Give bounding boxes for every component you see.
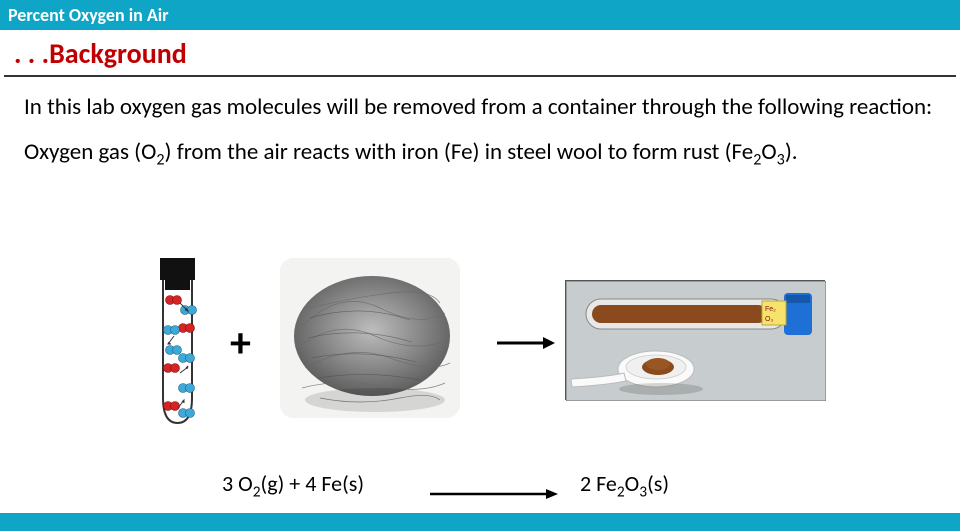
eq-fe2-a: 2 Fe: [580, 470, 617, 497]
p2-part-d: ).: [785, 138, 798, 166]
plus-icon: +: [230, 318, 251, 369]
equation-arrow-icon: [428, 480, 558, 507]
eq-state: (s): [647, 470, 669, 497]
p2-sub-o3: 3: [777, 150, 785, 169]
paragraph-1: In this lab oxygen gas molecules will be…: [0, 77, 960, 122]
equation-reactants: 3 O2(g) + 4 Fe(s): [222, 470, 364, 501]
p2-part-b: ) from the air reacts with iron (Fe) in …: [165, 138, 754, 166]
equation-products: 2 Fe2O3(s): [580, 470, 669, 501]
steelwool-icon: [280, 258, 460, 418]
reaction-diagram: +: [0, 258, 960, 438]
eq-fe: (g) + 4 Fe(s): [261, 470, 365, 497]
p2-part-a: Oxygen gas (O: [24, 138, 156, 166]
eq-o3-sub: 3: [639, 482, 647, 501]
eq-o2-sub: 2: [253, 482, 261, 501]
eq-o3-a: O: [625, 470, 640, 497]
rust-product-icon: Fe₂ O₃: [565, 280, 825, 400]
footer-bar: [0, 513, 960, 531]
testtube-icon: [150, 258, 205, 433]
section-title: . . .Background: [4, 30, 956, 77]
paragraph-2: Oxygen gas (O2) from the air reacts with…: [0, 122, 960, 171]
p2-part-c: O: [761, 138, 776, 166]
svg-text:O₃: O₃: [765, 316, 773, 323]
eq-fe2-sub: 2: [617, 482, 625, 501]
header-title: Percent Oxygen in Air: [8, 4, 169, 26]
header-bar: Percent Oxygen in Air: [0, 0, 960, 30]
svg-text:Fe₂: Fe₂: [765, 306, 776, 313]
reaction-arrow-icon: [495, 333, 555, 358]
p2-sub-o2: 2: [156, 150, 164, 169]
eq-o2-a: 3 O: [222, 470, 253, 497]
